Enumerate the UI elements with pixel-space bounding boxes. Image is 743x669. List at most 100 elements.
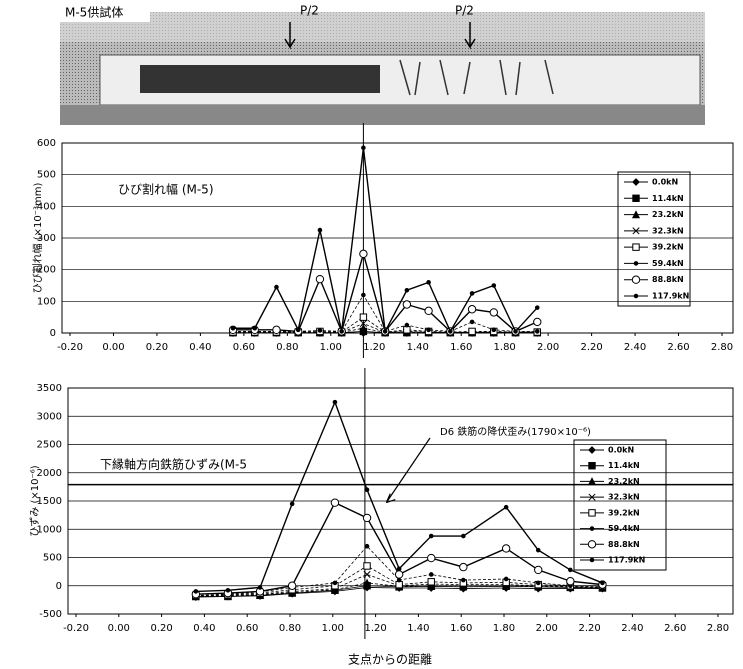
marker xyxy=(318,329,322,333)
marker xyxy=(502,545,509,552)
marker xyxy=(288,582,295,589)
legend-label: 23.2kN xyxy=(608,477,640,486)
marker xyxy=(427,281,431,285)
legend-marker xyxy=(590,527,594,531)
y-axis-label: ひび割れ幅 (×10⁻³mm) xyxy=(31,182,44,293)
y-tick-label: 3000 xyxy=(37,411,62,422)
x-tick-label: 0.60 xyxy=(236,623,258,634)
x-tick-label: 0.00 xyxy=(108,623,130,634)
marker xyxy=(535,306,539,310)
legend-marker xyxy=(633,195,639,201)
marker xyxy=(231,326,235,330)
marker xyxy=(362,146,366,150)
marker xyxy=(535,330,539,334)
legend-box xyxy=(574,440,666,570)
marker xyxy=(468,306,475,313)
legend-marker xyxy=(589,510,595,516)
x-tick-label: 2.60 xyxy=(664,623,686,634)
marker xyxy=(290,502,294,506)
marker xyxy=(427,328,431,332)
x-tick-label: 0.60 xyxy=(233,342,255,353)
x-tick-label: -0.20 xyxy=(57,342,83,353)
legend-label: 11.4kN xyxy=(652,194,684,203)
photo: M-5供試体 P/2 P/2 xyxy=(60,2,705,125)
y-tick-label: 100 xyxy=(37,296,56,307)
legend-marker xyxy=(633,179,639,185)
x-tick-label: 2.40 xyxy=(624,342,646,353)
marker xyxy=(492,284,496,288)
x-tick-label: 1.00 xyxy=(320,342,342,353)
marker xyxy=(258,586,262,590)
marker xyxy=(534,318,541,325)
marker xyxy=(428,579,434,585)
legend-label: 0.0kN xyxy=(652,178,678,187)
legend-label: 32.3kN xyxy=(652,226,684,235)
marker xyxy=(504,577,508,581)
marker xyxy=(462,578,466,582)
marker xyxy=(567,578,574,585)
marker xyxy=(316,275,323,282)
legend-label: 59.4kN xyxy=(608,524,640,533)
legend-label: 117.9kN xyxy=(608,556,645,565)
marker xyxy=(194,590,198,594)
marker xyxy=(429,573,433,577)
marker xyxy=(428,554,435,561)
legend-label: 39.2kN xyxy=(608,508,640,517)
y-tick-label: 0 xyxy=(50,328,56,339)
x-tick-label: 0.40 xyxy=(189,342,211,353)
marker xyxy=(296,328,300,332)
y-tick-label: 500 xyxy=(43,553,62,564)
marker xyxy=(331,499,338,506)
photo-top xyxy=(60,12,705,42)
y-tick-label: 3500 xyxy=(37,383,62,394)
x-tick-label: -0.20 xyxy=(63,623,89,634)
marker xyxy=(362,293,366,297)
legend-marker xyxy=(589,447,595,453)
marker xyxy=(504,505,508,509)
marker xyxy=(365,488,369,492)
x-tick-label: 0.80 xyxy=(279,623,301,634)
x-tick-label: 1.40 xyxy=(407,623,429,634)
marker xyxy=(460,563,467,570)
y-tick-label: 0 xyxy=(56,581,62,592)
legend-marker xyxy=(633,244,639,250)
legend-label: 23.2kN xyxy=(652,210,684,219)
legend-label: 11.4kN xyxy=(608,461,640,470)
marker xyxy=(318,228,322,232)
x-tick-label: 1.20 xyxy=(363,342,385,353)
marker xyxy=(535,566,542,573)
x-tick-label: 2.20 xyxy=(578,623,600,634)
legend-marker xyxy=(588,541,595,548)
x-tick-label: 2.80 xyxy=(711,342,733,353)
legend-marker xyxy=(589,463,595,469)
marker xyxy=(275,285,279,289)
x-tick-label: 0.20 xyxy=(146,342,168,353)
photo-label: M-5供試体 xyxy=(65,5,123,20)
marker xyxy=(363,514,370,521)
marker xyxy=(514,330,518,334)
marker xyxy=(462,534,466,538)
legend-label: 117.9kN xyxy=(652,292,689,301)
marker xyxy=(536,548,540,552)
marker xyxy=(449,330,453,334)
y-tick-label: 2500 xyxy=(37,440,62,451)
y-axis-label: ひずみ (×10⁻⁶) xyxy=(29,465,41,536)
marker xyxy=(470,320,474,324)
marker xyxy=(470,292,474,296)
legend-marker xyxy=(632,276,639,283)
legend-label: 59.4kN xyxy=(652,259,684,268)
marker xyxy=(601,581,605,585)
annotation: D6 鉄筋の降伏歪み(1790×10⁻⁶) xyxy=(440,425,591,438)
x-tick-label: 1.00 xyxy=(322,623,344,634)
x-tick-label: 1.80 xyxy=(494,342,516,353)
legend-marker xyxy=(590,558,594,562)
load-label: P/2 xyxy=(300,4,319,18)
x-tick-label: 0.80 xyxy=(276,342,298,353)
x-tick-label: 2.00 xyxy=(537,342,559,353)
marker xyxy=(360,250,367,257)
x-tick-label: 1.60 xyxy=(450,623,472,634)
legend-marker xyxy=(634,262,638,266)
load-label: P/2 xyxy=(455,4,474,18)
legend-label: 39.2kN xyxy=(652,243,684,252)
x-tick-label: 0.20 xyxy=(150,623,172,634)
